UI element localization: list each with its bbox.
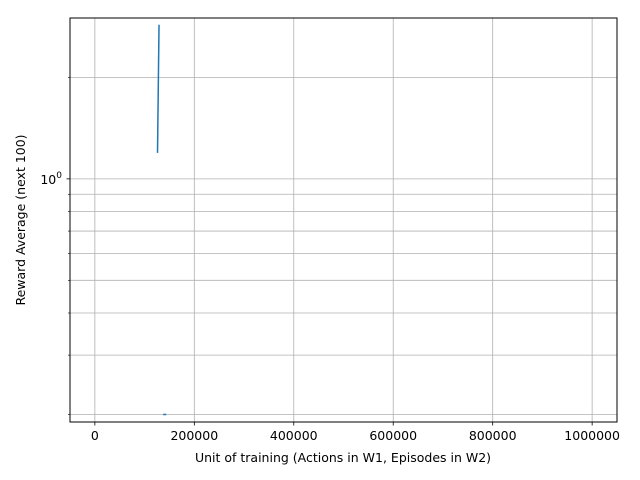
- x-tick-label: 0: [91, 428, 99, 443]
- grid-lines: [70, 18, 617, 422]
- y-tick-label: 100: [40, 171, 62, 187]
- series-line: [156, 24, 160, 153]
- x-tick-label: 800000: [469, 428, 517, 443]
- x-tick-label: 1000000: [564, 428, 620, 443]
- y-axis: 100: [40, 77, 70, 415]
- x-axis-label: Unit of training (Actions in W1, Episode…: [195, 450, 491, 465]
- x-tick-label: 600000: [369, 428, 417, 443]
- x-tick-label: 200000: [170, 428, 218, 443]
- y-axis-label: Reward Average (next 100): [13, 134, 28, 305]
- data-series: [156, 24, 167, 416]
- plot-frame: [69, 17, 618, 423]
- x-tick-label: 400000: [270, 428, 318, 443]
- x-axis: 0 200000 400000 600000 800000 1000000: [91, 422, 620, 443]
